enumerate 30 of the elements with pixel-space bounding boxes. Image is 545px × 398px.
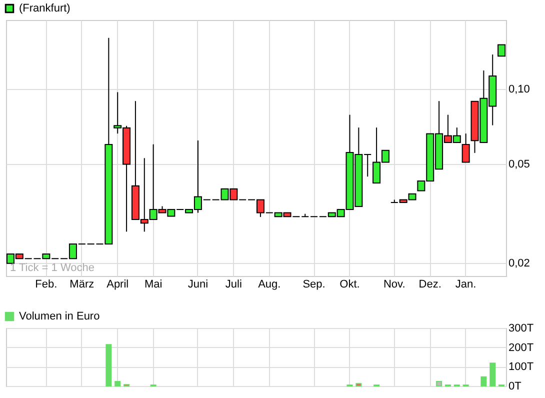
x-tick-label: April <box>106 278 129 290</box>
x-tick-label: Okt. <box>340 278 360 290</box>
x-tick-label: Nov. <box>383 278 406 290</box>
x-tick-label: Feb. <box>35 278 58 290</box>
x-tick-label: Mai <box>144 278 162 290</box>
bar <box>490 362 496 386</box>
x-tick-label: Juni <box>188 278 208 290</box>
x-tick-label: März <box>70 278 94 290</box>
y-tick-label: 100T <box>508 361 534 374</box>
bar <box>356 383 362 386</box>
legend-label: Volumen in Euro <box>19 310 100 322</box>
bar <box>436 381 442 386</box>
bar <box>480 376 487 386</box>
y-tick-label: 0,05 <box>508 158 530 170</box>
legend-label: (Frankfurt) <box>19 2 70 14</box>
bar <box>106 344 112 386</box>
y-tick-label: 0T <box>508 380 522 392</box>
x-tick-label: Juli <box>225 278 242 290</box>
y-tick-label: 200T <box>508 342 534 354</box>
y-tick-label: 0,02 <box>508 257 530 270</box>
annotation: 1 Tick = 1 Woche <box>10 262 94 274</box>
y-tick-label: 0,10 <box>508 84 530 96</box>
candlestick <box>462 133 470 163</box>
bar <box>114 381 121 386</box>
x-tick-label: Aug. <box>258 278 281 290</box>
x-tick-label: Dez. <box>418 278 442 290</box>
y-tick-label: 300T <box>508 322 534 334</box>
candlestick <box>498 44 506 57</box>
x-tick-label: Jan. <box>455 278 476 290</box>
x-tick-label: Sep. <box>302 278 326 290</box>
